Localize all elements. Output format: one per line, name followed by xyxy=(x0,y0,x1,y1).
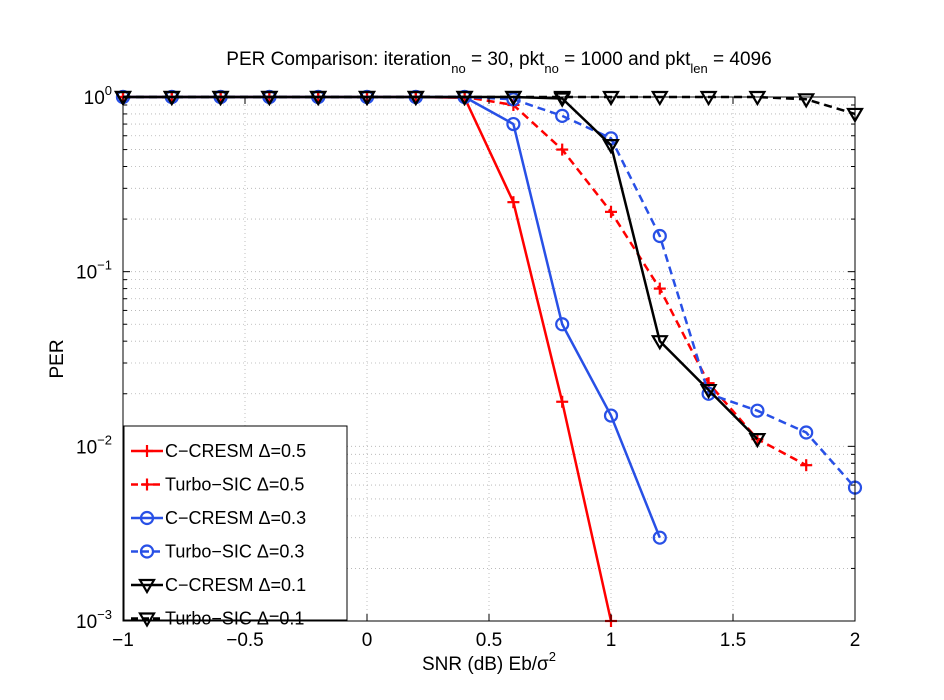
data-point xyxy=(653,282,666,295)
legend: C−CRESM Δ=0.5 Turbo−SIC Δ=0.5 C−CRESM Δ=0.… xyxy=(123,425,348,629)
legend-label: Turbo−SIC Δ=0.1 xyxy=(165,609,304,629)
legend-marker xyxy=(138,578,156,595)
legend-entry: Turbo−SIC Δ=0.1 xyxy=(131,609,304,629)
data-point xyxy=(750,403,765,418)
chart-title: PER Comparison: iterationno = 30, pktno … xyxy=(226,49,771,76)
data-point xyxy=(406,90,425,107)
legend-entry: C−CRESM Δ=0.5 xyxy=(131,441,306,461)
x-tick-label: −1 xyxy=(112,630,134,651)
x-tick-label: 2 xyxy=(850,630,861,651)
legend-entry: Turbo−SIC Δ=0.3 xyxy=(131,542,304,562)
data-point xyxy=(507,196,520,209)
x-tick-label: 0 xyxy=(362,630,373,651)
legend-label: C−CRESM Δ=0.1 xyxy=(165,575,306,595)
legend-marker xyxy=(139,544,155,559)
data-point xyxy=(699,383,718,400)
data-point xyxy=(800,459,813,472)
data-point xyxy=(799,425,814,440)
legend-marker xyxy=(139,510,155,526)
legend-entry: C−CRESM Δ=0.3 xyxy=(131,508,306,528)
legend-entry: C−CRESM Δ=0.1 xyxy=(131,575,306,595)
data-point xyxy=(602,90,620,107)
data-point xyxy=(603,408,619,423)
y-tick-label: 10−1 xyxy=(76,258,112,284)
data-point xyxy=(748,90,767,107)
legend-marker xyxy=(141,478,153,491)
y-tick-label: 100 xyxy=(84,83,112,109)
data-point xyxy=(602,139,620,155)
y-tick-label: 10−3 xyxy=(76,607,112,633)
data-point xyxy=(358,90,376,107)
data-point xyxy=(699,90,718,107)
data-point xyxy=(748,433,767,449)
data-point xyxy=(309,90,328,107)
legend-marker xyxy=(138,612,156,628)
y-axis-label: PER xyxy=(47,339,68,378)
x-tick-label: 1 xyxy=(606,630,617,651)
legend-label: C−CRESM Δ=0.3 xyxy=(165,508,306,528)
data-point xyxy=(605,205,617,218)
data-point xyxy=(114,90,132,107)
x-tick-label: 0.5 xyxy=(476,630,502,651)
data-point xyxy=(506,116,521,132)
data-point xyxy=(650,335,669,351)
x-tick-labels: −1 −0.5 0 0.5 1 1.5 2 xyxy=(112,630,860,651)
data-point xyxy=(652,228,667,244)
legend-label: Turbo−SIC Δ=0.3 xyxy=(165,542,304,562)
data-point xyxy=(797,93,816,109)
data-point xyxy=(650,90,669,107)
data-point xyxy=(553,90,572,107)
data-point xyxy=(162,90,181,107)
x-tick-label: −0.5 xyxy=(226,630,264,651)
data-point xyxy=(555,317,570,332)
data-point xyxy=(504,90,523,107)
data-point xyxy=(555,108,570,123)
data-point xyxy=(260,90,279,107)
x-axis-label: SNR (dB) Eb/σ2 xyxy=(422,649,556,675)
data-point xyxy=(556,143,569,156)
data-point xyxy=(701,386,716,401)
y-tick-label: 10−2 xyxy=(76,432,112,458)
data-point xyxy=(455,90,474,107)
legend-box xyxy=(123,425,348,621)
data-point xyxy=(556,395,569,408)
x-tick-label: 1.5 xyxy=(720,630,746,651)
legend-label: C−CRESM Δ=0.5 xyxy=(165,441,306,461)
legend-entry: Turbo−SIC Δ=0.5 xyxy=(131,475,304,495)
legend-marker xyxy=(141,445,153,457)
legend-label: Turbo−SIC Δ=0.5 xyxy=(165,475,304,495)
y-tick-labels: 100 10−1 10−2 10−3 xyxy=(76,83,112,633)
data-point xyxy=(211,90,230,107)
data-point xyxy=(652,530,667,545)
